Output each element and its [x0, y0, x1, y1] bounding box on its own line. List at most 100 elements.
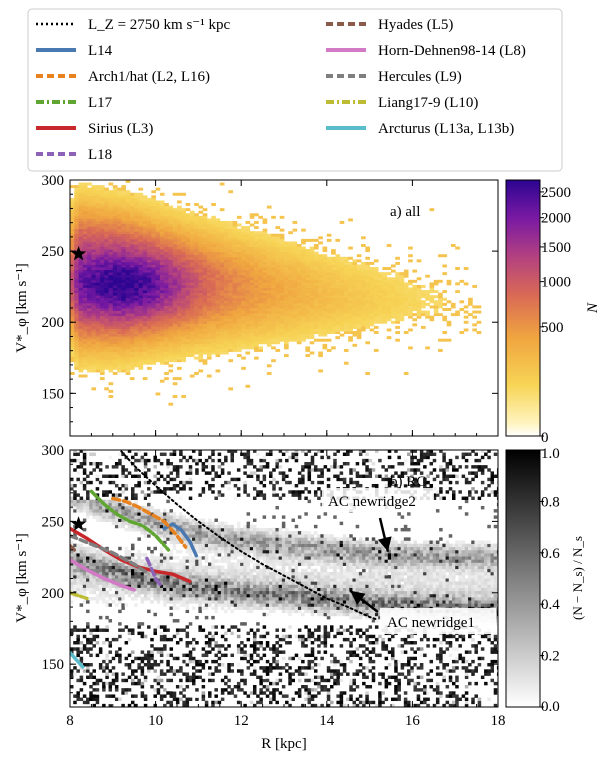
density-cell [147, 197, 152, 201]
density-cell [189, 215, 195, 219]
density-cell [151, 351, 156, 355]
density-cell [313, 269, 319, 273]
density-cell [87, 320, 92, 324]
density-cell [181, 274, 186, 278]
density-cell [296, 310, 302, 314]
density-cell [386, 290, 392, 294]
density-cell [134, 195, 139, 199]
density-cell [155, 308, 161, 311]
density-cell [177, 259, 182, 263]
density-cell [386, 244, 392, 247]
density-cell [138, 354, 144, 358]
density-cell [105, 625, 109, 629]
density-cell [91, 264, 97, 268]
density-cell [365, 295, 370, 299]
density-cell [219, 246, 225, 250]
density-cell [262, 261, 268, 265]
density-cell [82, 195, 88, 199]
density-cell [352, 290, 358, 294]
density-cell [138, 236, 144, 240]
density-cell [262, 308, 268, 311]
density-cell [224, 269, 229, 273]
density-cell [249, 284, 255, 288]
density-cell [228, 343, 234, 347]
density-cell [391, 297, 396, 301]
density-cell [121, 244, 127, 247]
density-cell [296, 338, 302, 342]
density-cell [108, 300, 114, 304]
density-cell [177, 244, 182, 247]
density-cell [164, 290, 169, 294]
density-cell [130, 700, 135, 705]
density-cell [155, 264, 161, 268]
density-cell [296, 244, 302, 247]
density-cell [147, 215, 152, 219]
density-cell [352, 323, 358, 327]
density-cell [194, 277, 199, 281]
density-cell [279, 236, 285, 240]
density-cell [378, 287, 383, 291]
density-cell [108, 351, 114, 355]
density-cell [82, 320, 88, 324]
density-cell [127, 471, 132, 475]
density-cell [326, 290, 332, 294]
density-cell [118, 628, 122, 632]
density-cell [309, 272, 315, 276]
density-cell [215, 226, 221, 230]
density-cell [99, 210, 105, 214]
density-cell [202, 251, 208, 255]
density-cell [99, 213, 105, 217]
density-cell [181, 192, 186, 196]
density-cell [318, 264, 323, 268]
density-cell [82, 325, 88, 329]
density-cell [262, 220, 268, 224]
density-cell [224, 223, 229, 227]
density-cell [151, 328, 156, 332]
density-cell [177, 205, 182, 209]
density-cell [168, 354, 174, 358]
density-cell [82, 549, 87, 554]
density-cell [159, 244, 165, 247]
density-cell [305, 238, 311, 242]
density-cell [125, 254, 131, 258]
density-cell [82, 249, 88, 253]
density-cell [224, 351, 229, 355]
density-cell [82, 274, 88, 278]
density-cell [76, 509, 80, 513]
density-cell [202, 236, 208, 240]
density-cell [258, 318, 263, 322]
density-cell [82, 527, 87, 532]
density-cell [292, 249, 298, 253]
density-cell [138, 318, 144, 322]
density-cell [155, 244, 161, 247]
density-cell [138, 241, 144, 245]
density-cell [254, 320, 259, 324]
density-cell [254, 261, 259, 265]
density-cell [275, 300, 281, 304]
density-cell [271, 320, 276, 324]
density-cell [408, 282, 413, 286]
density-cell [125, 325, 131, 329]
density-cell [138, 287, 144, 291]
density-cell [70, 246, 75, 250]
density-cell [112, 261, 118, 265]
density-cell [168, 254, 174, 258]
density-cell [142, 341, 148, 345]
density-cell [232, 269, 238, 273]
density-cell [266, 241, 272, 245]
density-cell [412, 300, 418, 304]
density-cell [318, 297, 323, 301]
density-cell [168, 261, 174, 265]
density-cell [206, 220, 212, 224]
density-cell [124, 556, 129, 560]
density-cell [78, 320, 84, 324]
density-cell [79, 549, 84, 554]
density-cell [91, 292, 97, 296]
density-cell [331, 284, 336, 288]
density-cell [82, 328, 88, 332]
density-cell [343, 305, 349, 309]
density-cell [433, 308, 439, 311]
density-cell [95, 549, 100, 554]
density-cell [125, 359, 131, 363]
